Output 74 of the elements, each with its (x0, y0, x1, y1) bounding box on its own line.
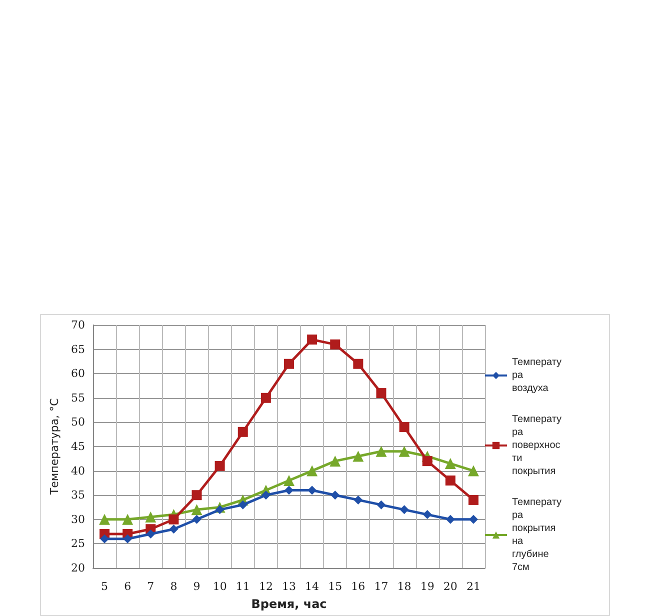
x-tick-label: 13 (282, 580, 296, 593)
point (99, 514, 110, 525)
x-tick-label: 17 (374, 580, 388, 593)
point (122, 514, 134, 525)
x-tick-label: 10 (212, 580, 227, 593)
point (146, 529, 156, 538)
x-tick-label: 14 (305, 580, 320, 593)
point (308, 486, 317, 495)
x-tick-label: 12 (258, 580, 273, 593)
point (376, 500, 386, 510)
point (168, 514, 179, 524)
y-tick-label: 20 (71, 562, 85, 574)
x-tick-label: 16 (351, 580, 366, 593)
point (422, 456, 432, 466)
point (284, 475, 294, 486)
legend-label: Температура воздуха (512, 357, 562, 394)
point (215, 505, 224, 514)
point (192, 514, 202, 524)
y-tick-label: 45 (71, 440, 85, 453)
x-tick-label: 19 (420, 580, 434, 593)
point (306, 465, 318, 476)
x-tick-label: 21 (466, 580, 480, 593)
point (260, 392, 271, 403)
point (444, 458, 456, 470)
x-tick-label: 15 (328, 580, 342, 593)
point (399, 422, 410, 432)
x-tick-label: 5 (101, 580, 108, 593)
point (376, 388, 386, 398)
point (145, 511, 156, 522)
x-tick-label: 7 (147, 580, 154, 593)
x-tick-label: 6 (124, 580, 132, 593)
point (468, 494, 478, 505)
x-tick-label: 8 (170, 580, 178, 593)
y-tick-label: 65 (71, 342, 85, 356)
point (400, 505, 409, 514)
point (330, 339, 340, 350)
y-tick-label: 40 (71, 464, 85, 478)
point (191, 504, 202, 516)
legend-label: Температура покрытия на глубине 7см (512, 497, 562, 573)
point (353, 358, 364, 369)
y-tick-label: 55 (71, 391, 85, 404)
point (446, 514, 455, 524)
point (284, 358, 294, 369)
point (284, 486, 294, 495)
point (214, 460, 225, 471)
point (330, 456, 341, 467)
point (376, 446, 387, 457)
legend-label: Температура поверхности покрытия (512, 414, 562, 477)
point (192, 490, 202, 500)
point (169, 524, 178, 534)
point (445, 476, 456, 486)
point (330, 490, 340, 500)
point (307, 334, 318, 345)
y-tick-label: 30 (71, 512, 85, 526)
x-tick-label: 20 (443, 580, 458, 593)
point (123, 534, 132, 544)
point (261, 490, 270, 500)
x-tick-label: 18 (397, 580, 412, 593)
y-tick-label: 50 (71, 416, 85, 429)
point (238, 500, 248, 510)
point (422, 510, 432, 520)
point (398, 446, 410, 457)
y-axis-title: Температура, °С (48, 398, 62, 496)
point (354, 495, 363, 504)
y-tick-label: 25 (71, 537, 85, 550)
x-tick-label: 11 (236, 580, 250, 593)
point (238, 426, 248, 437)
point (352, 450, 364, 462)
y-tick-label: 35 (71, 488, 85, 502)
y-tick-label: 60 (71, 367, 85, 380)
y-tick-label: 70 (71, 318, 85, 332)
x-tick-label: 9 (193, 580, 200, 593)
point (468, 465, 479, 476)
x-axis-title: Время, час (251, 597, 327, 611)
